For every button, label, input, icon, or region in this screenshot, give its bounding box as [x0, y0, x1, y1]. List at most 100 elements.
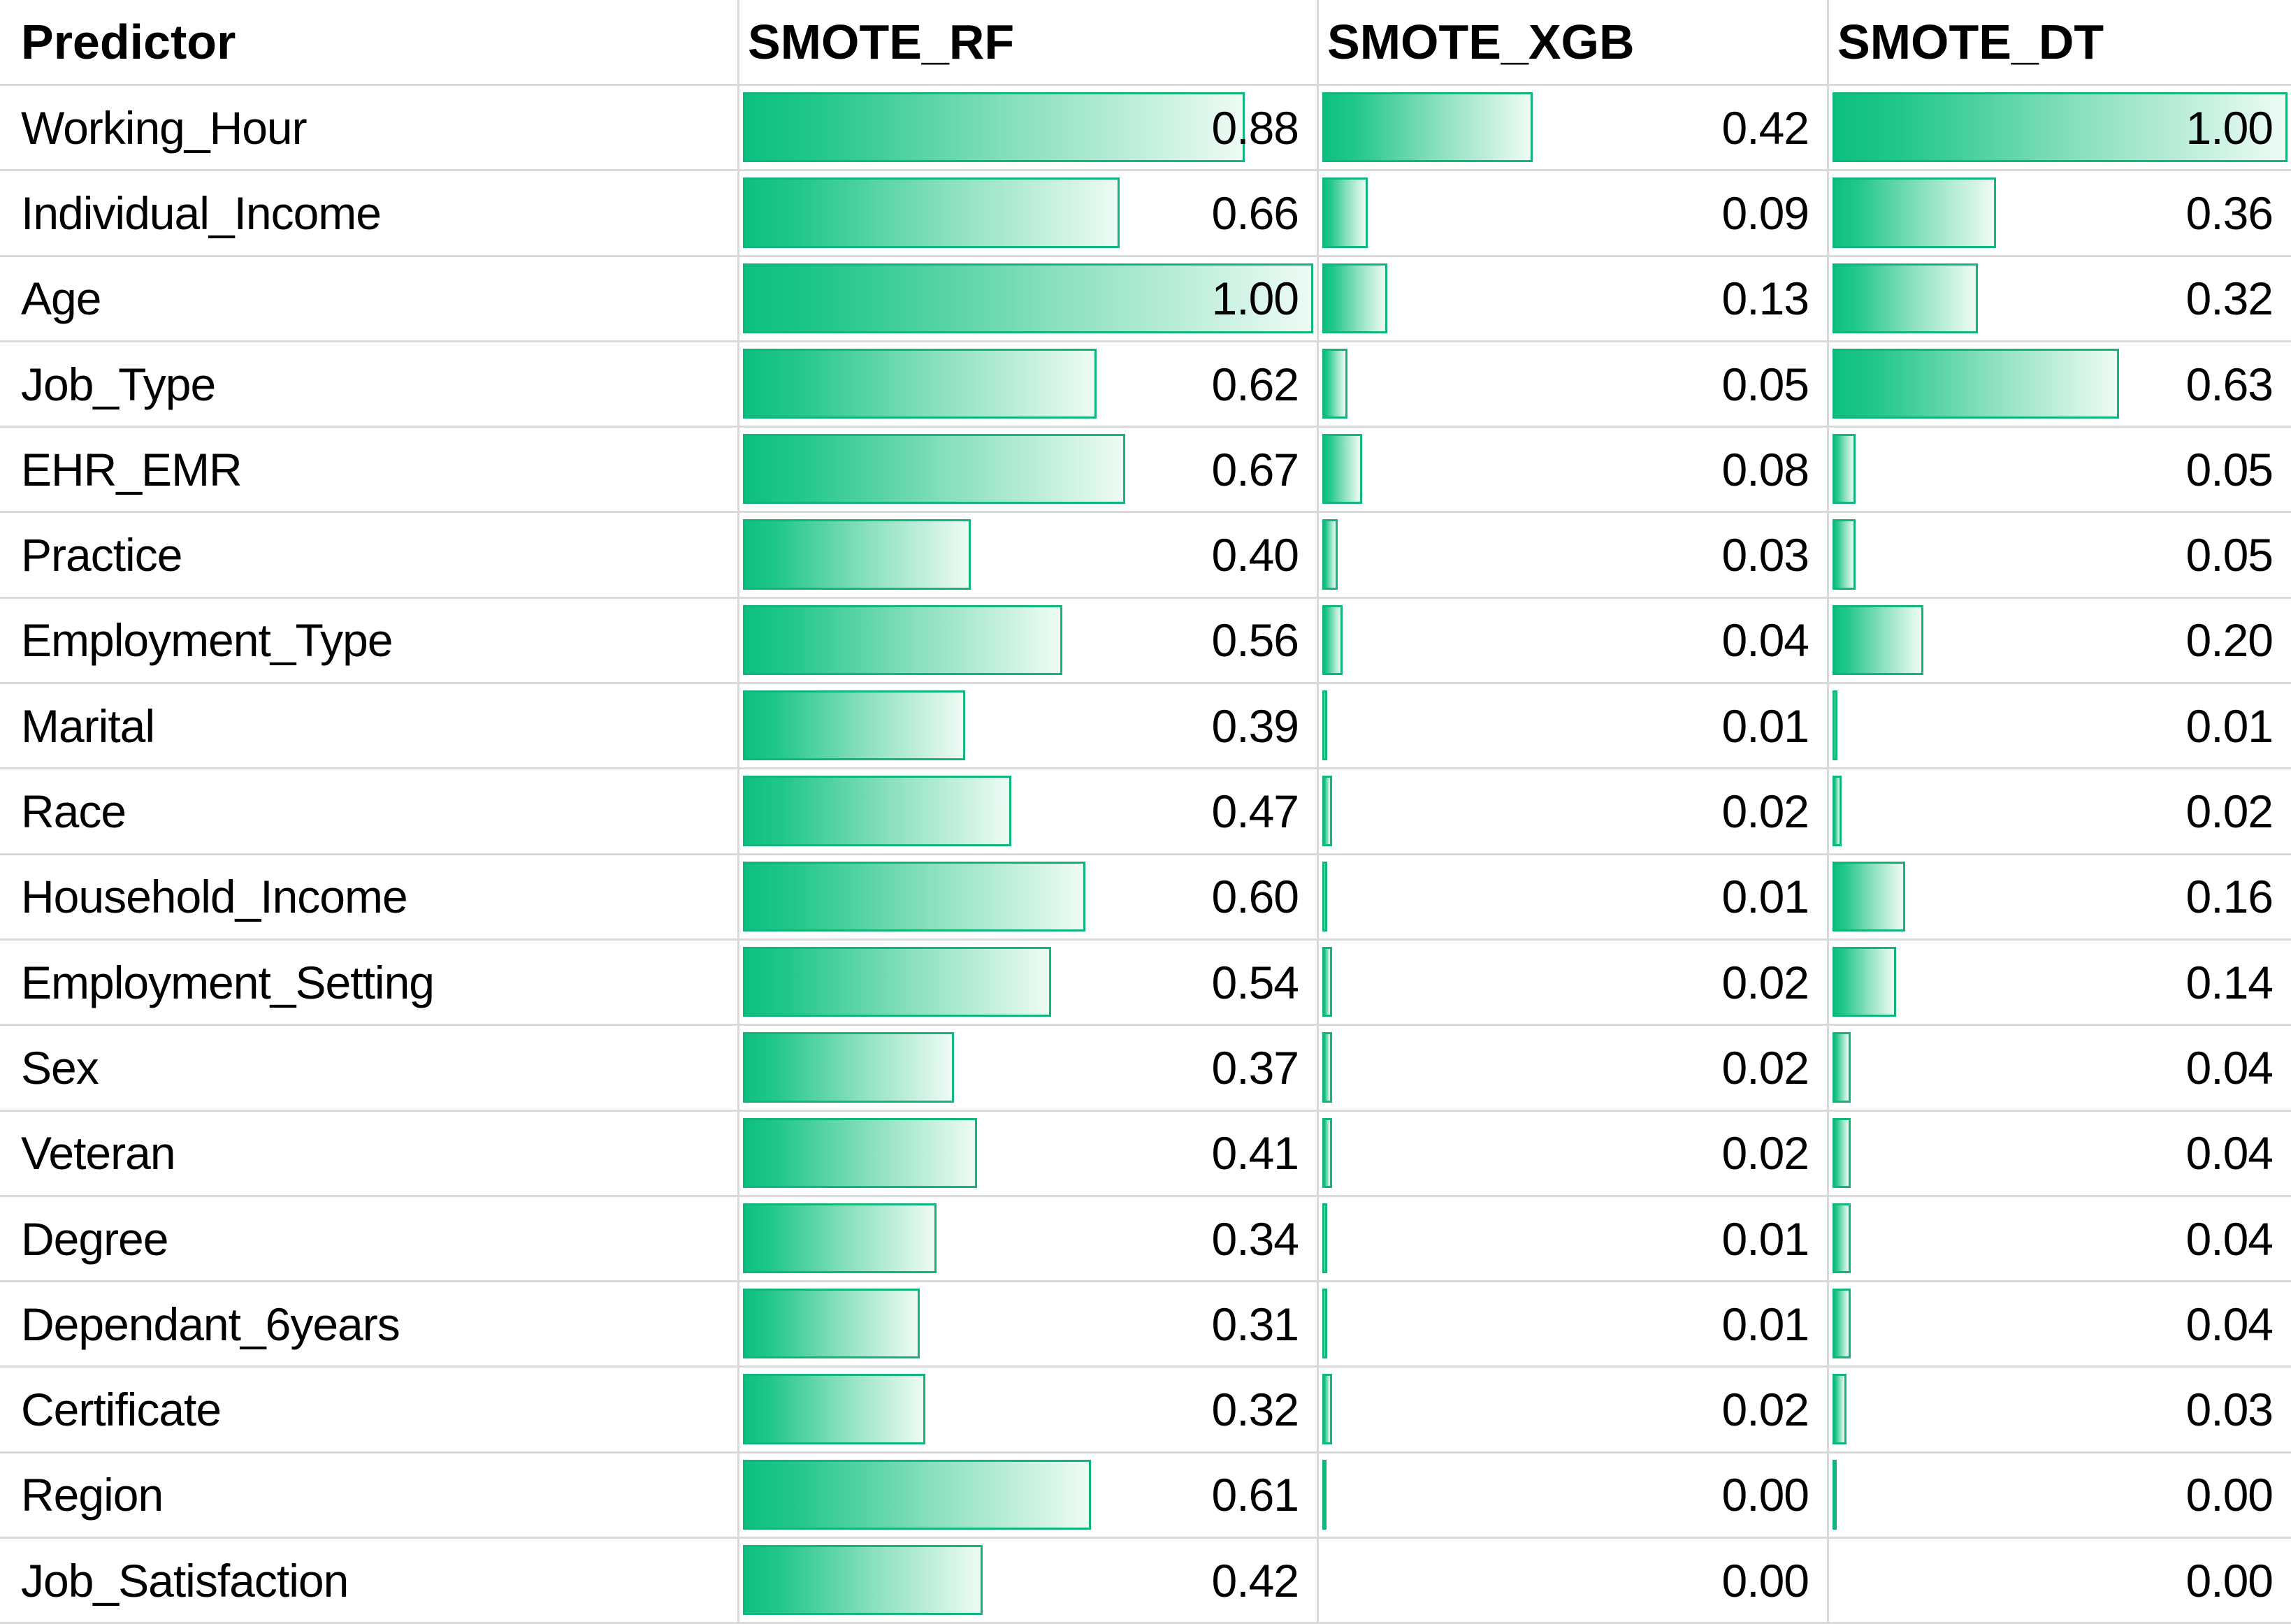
- data-bar: [1833, 92, 2288, 163]
- cell-value: 0.13: [1721, 273, 1809, 325]
- predictor-label: Job_Type: [21, 358, 216, 410]
- predictor-label: Marital: [21, 699, 155, 752]
- cell-dt: 0.00: [1827, 1453, 2291, 1537]
- cell-xgb: 0.09: [1317, 171, 1827, 255]
- cell-rf: 0.88: [737, 86, 1317, 170]
- cell-xgb: 0.04: [1317, 598, 1827, 683]
- cell-rf: 0.60: [737, 855, 1317, 938]
- cell-xgb: 0.00: [1317, 1453, 1827, 1537]
- table-row: Employment_Setting 0.54 0.02 0.14: [0, 938, 2291, 1024]
- data-bar: [1833, 1459, 1837, 1530]
- cell-value: 0.56: [1211, 614, 1299, 667]
- cell-xgb: 0.01: [1317, 684, 1827, 768]
- cell-value: 0.02: [1721, 1127, 1809, 1180]
- cell-rf: 0.34: [737, 1196, 1317, 1281]
- cell-rf: 0.31: [737, 1282, 1317, 1366]
- table-row: Job_Satisfaction 0.42 0.00 0.00: [0, 1537, 2291, 1623]
- data-bar: [743, 1459, 1091, 1530]
- cell-value: 0.02: [1721, 785, 1809, 838]
- data-bar: [743, 519, 971, 590]
- cell-dt: 0.63: [1827, 342, 2291, 426]
- cell-value: 0.36: [2185, 187, 2274, 239]
- data-bar: [743, 1203, 937, 1274]
- cell-value: 0.63: [2185, 358, 2274, 410]
- cell-value: 0.39: [1211, 699, 1299, 752]
- cell-dt: 0.00: [1827, 1539, 2291, 1623]
- predictor-label: Dependant_6years: [21, 1298, 400, 1350]
- data-bar: [743, 92, 1245, 163]
- data-bar: [1322, 263, 1388, 333]
- cell-xgb: 0.00: [1317, 1539, 1827, 1623]
- cell-rf: 0.42: [737, 1539, 1317, 1623]
- cell-value: 0.04: [1721, 614, 1809, 667]
- cell-value: 0.00: [2185, 1554, 2274, 1607]
- cell-dt: 0.14: [1827, 940, 2291, 1024]
- data-bar: [743, 434, 1125, 505]
- cell-value: 0.54: [1211, 956, 1299, 1008]
- predictor-label: Individual_Income: [21, 187, 382, 239]
- cell-value: 0.14: [2185, 956, 2274, 1008]
- cell-value: 0.08: [1721, 443, 1809, 495]
- data-bar: [1322, 434, 1363, 505]
- cell-value: 0.05: [2185, 443, 2274, 495]
- cell-value: 0.02: [2185, 785, 2274, 838]
- data-bar: [1322, 861, 1328, 931]
- cell-xgb: 0.02: [1317, 1026, 1827, 1110]
- table-row: Marital 0.39 0.01 0.01: [0, 682, 2291, 768]
- cell-value: 0.32: [1211, 1384, 1299, 1436]
- table-row: Sex 0.37 0.02 0.04: [0, 1024, 2291, 1110]
- cell-rf: 0.67: [737, 428, 1317, 512]
- table-row: Employment_Type 0.56 0.04 0.20: [0, 596, 2291, 683]
- cell-xgb: 0.01: [1317, 855, 1827, 938]
- cell-value: 0.88: [1211, 101, 1299, 154]
- data-bar: [1322, 1032, 1333, 1103]
- cell-value: 0.04: [2185, 1127, 2274, 1180]
- cell-dt: 0.05: [1827, 513, 2291, 597]
- predictor-label: Degree: [21, 1212, 168, 1265]
- cell-rf: 0.39: [737, 684, 1317, 768]
- predictor-label: EHR_EMR: [21, 443, 243, 495]
- table-row: Degree 0.34 0.01 0.04: [0, 1194, 2291, 1281]
- data-bar: [1322, 1374, 1333, 1444]
- data-bar: [1322, 1289, 1328, 1359]
- cell-value: 0.31: [1211, 1298, 1299, 1350]
- cell-rf: 0.32: [737, 1368, 1317, 1451]
- cell-dt: 1.00: [1827, 86, 2291, 170]
- cell-value: 0.40: [1211, 529, 1299, 581]
- data-bar: [743, 604, 1062, 676]
- predictor-label: Race: [21, 785, 127, 838]
- data-bar: [743, 861, 1085, 931]
- data-bar: [743, 1117, 977, 1188]
- column-header-predictor: Predictor: [21, 15, 236, 69]
- cell-dt: 0.04: [1827, 1282, 2291, 1366]
- cell-dt: 0.05: [1827, 428, 2291, 512]
- cell-value: 0.00: [2185, 1469, 2274, 1521]
- data-bar: [1833, 604, 1924, 676]
- cell-value: 0.01: [1721, 699, 1809, 752]
- data-bar: [743, 263, 1313, 333]
- data-bar: [1833, 263, 1979, 333]
- cell-xgb: 0.02: [1317, 1111, 1827, 1195]
- cell-value: 0.20: [2185, 614, 2274, 667]
- data-bar: [743, 1289, 920, 1359]
- cell-value: 0.04: [2185, 1298, 2274, 1350]
- data-bar: [1833, 861, 1906, 931]
- table-row: Region 0.61 0.00 0.00: [0, 1451, 2291, 1537]
- cell-xgb: 0.02: [1317, 769, 1827, 853]
- data-bar: [1833, 1032, 1851, 1103]
- data-bar: [1322, 690, 1328, 761]
- data-bar: [1833, 946, 1897, 1017]
- data-bar: [743, 348, 1097, 419]
- cell-xgb: 0.02: [1317, 1368, 1827, 1451]
- predictor-label: Certificate: [21, 1384, 222, 1436]
- cell-xgb: 0.13: [1317, 256, 1827, 340]
- cell-value: 0.05: [2185, 529, 2274, 581]
- predictor-label: Household_Income: [21, 871, 408, 923]
- predictor-label: Employment_Type: [21, 614, 393, 667]
- cell-value: 0.42: [1211, 1554, 1299, 1607]
- cell-value: 0.42: [1721, 101, 1809, 154]
- data-bar: [1322, 177, 1368, 248]
- cell-rf: 0.37: [737, 1026, 1317, 1110]
- table-row: Household_Income 0.60 0.01 0.16: [0, 853, 2291, 938]
